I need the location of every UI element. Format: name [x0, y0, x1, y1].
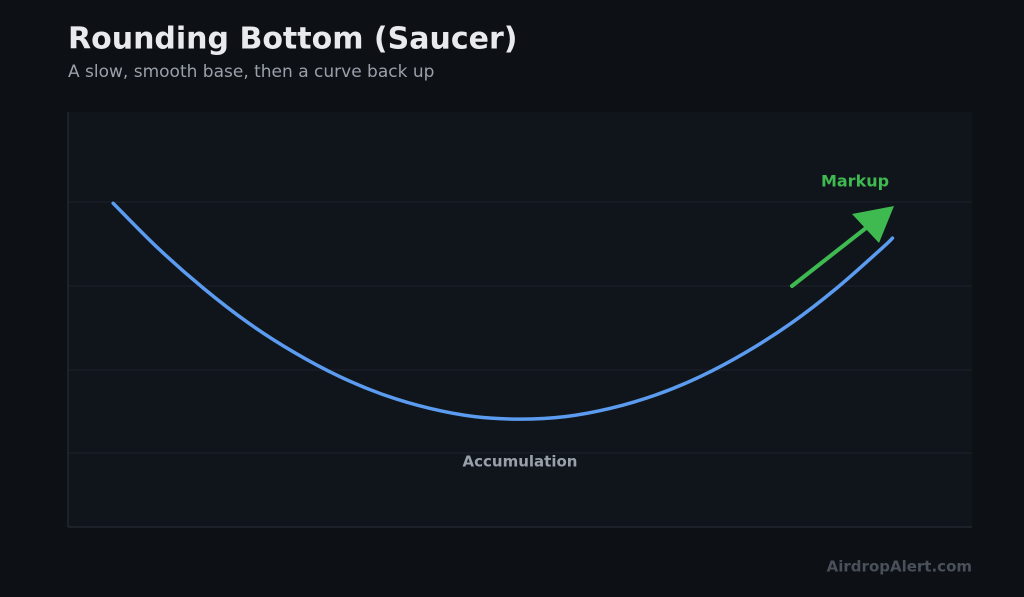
chart-title: Rounding Bottom (Saucer)	[68, 22, 518, 57]
line-series	[111, 201, 895, 421]
annotation: Markup	[821, 172, 889, 191]
arrow-shaft	[790, 226, 868, 288]
footer: AirdropAlert.com	[827, 558, 972, 576]
annotation: Accumulation	[463, 453, 578, 471]
series-layer	[111, 201, 895, 421]
chart-subtitle: A slow, smooth base, then a curve back u…	[68, 62, 434, 82]
plot-area	[68, 112, 972, 527]
arrow-head	[852, 206, 894, 243]
